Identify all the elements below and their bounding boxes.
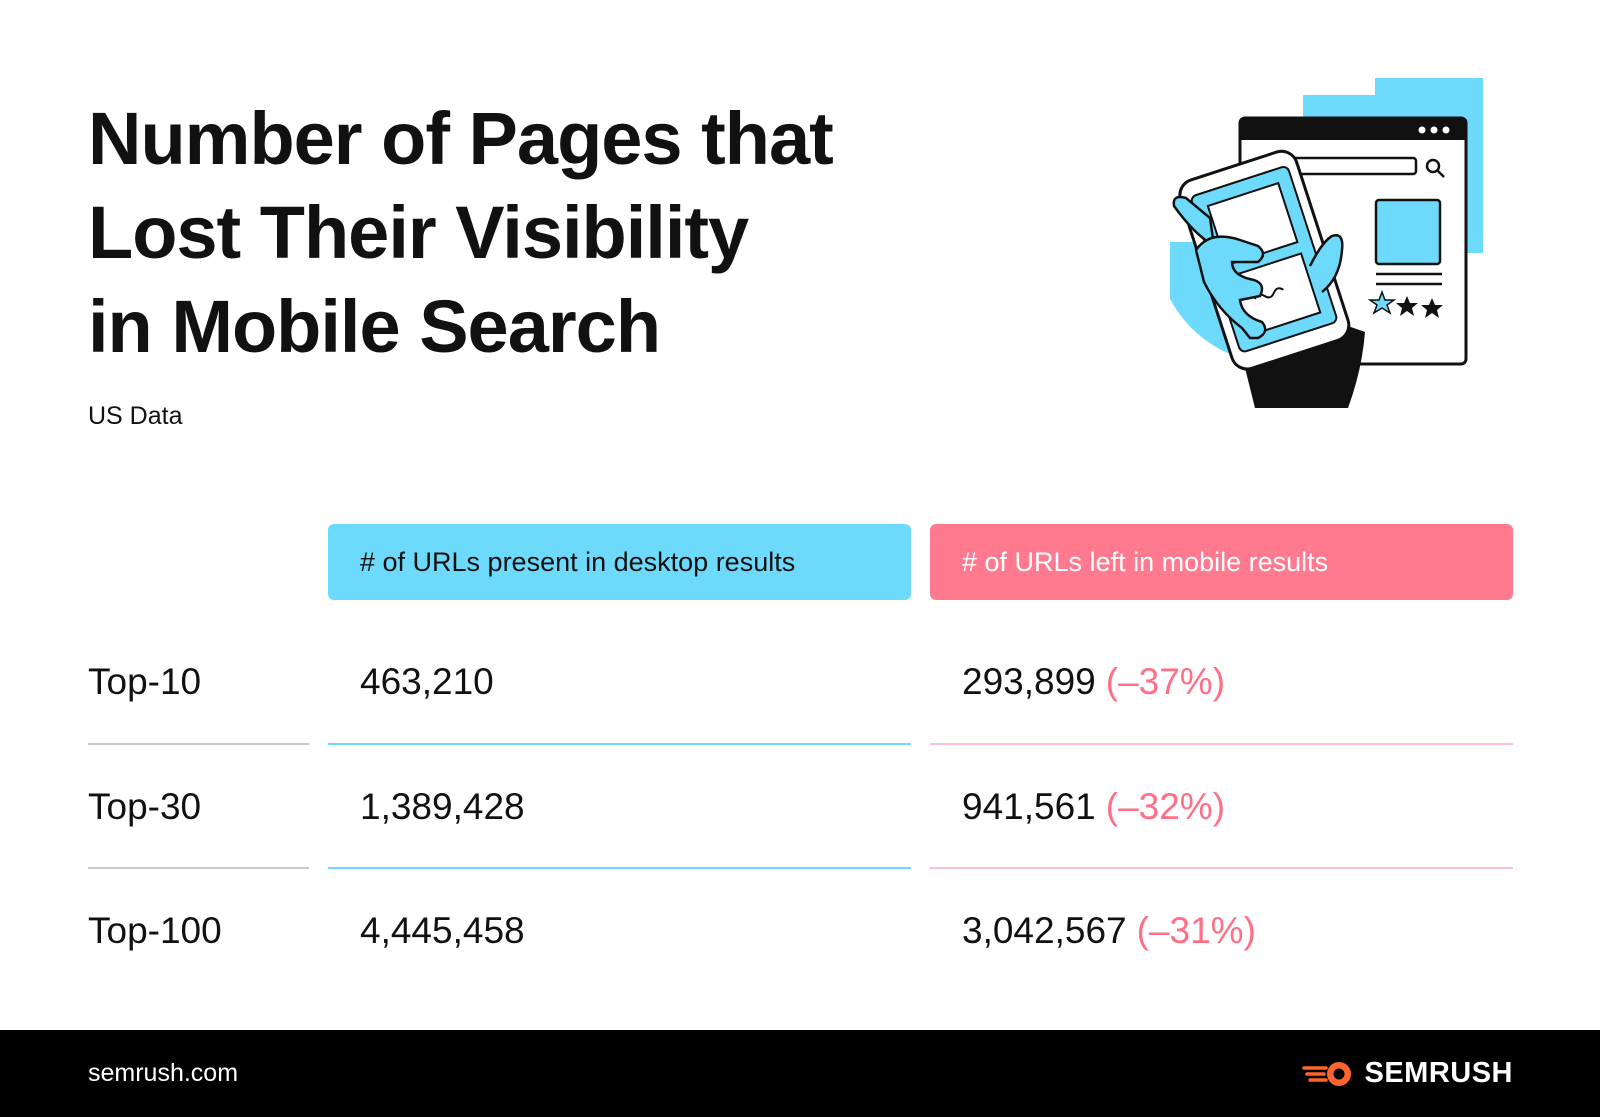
row-label: Top-100 — [88, 909, 222, 951]
row-divider — [328, 743, 911, 745]
desktop-count: 463,210 — [360, 660, 494, 702]
search-icon — [1425, 158, 1445, 178]
table-row: Top-10 463,210 293,899 (–37%) — [0, 620, 1600, 743]
hand-holding-phone-illustration — [1170, 78, 1483, 408]
star-icon — [1367, 289, 1443, 318]
row-divider — [930, 867, 1513, 869]
mobile-count-cell: 941,561 (–32%) — [962, 745, 1225, 868]
title-line: Number of Pages that — [88, 97, 834, 180]
mobile-results-column-header: # of URLs left in mobile results — [930, 524, 1513, 600]
row-label: Top-30 — [88, 785, 202, 827]
table-row: Top-30 1,389,428 941,561 (–32%) — [0, 745, 1600, 868]
title-line: in Mobile Search — [88, 285, 661, 368]
row-label: Top-10 — [88, 660, 202, 702]
desktop-results-column-header: # of URLs present in desktop results — [328, 524, 911, 600]
hand-holding-phone-icon — [1172, 149, 1365, 408]
desktop-count: 4,445,458 — [360, 909, 525, 951]
site-url: semrush.com — [88, 1059, 239, 1087]
title-line: Lost Their Visibility — [88, 191, 749, 274]
footer-bar: semrush.com SEMRUSH — [0, 1030, 1600, 1117]
desktop-count: 1,389,428 — [360, 785, 525, 827]
row-divider — [88, 743, 309, 745]
brand-logo: SEMRUSH — [1302, 1030, 1513, 1117]
table-row: Top-100 4,445,458 3,042,567 (–31%) — [0, 869, 1600, 992]
mobile-count-cell: 3,042,567 (–31%) — [962, 869, 1256, 992]
row-divider — [328, 867, 911, 869]
mobile-count: 293,899 — [962, 660, 1096, 702]
subtitle: US Data — [88, 402, 183, 430]
row-divider — [930, 743, 1513, 745]
percent-change: (–37%) — [1105, 660, 1226, 702]
mobile-count: 941,561 — [962, 785, 1096, 827]
percent-change: (–32%) — [1105, 785, 1226, 827]
brand-name: SEMRUSH — [1364, 1057, 1513, 1089]
mobile-count: 3,042,567 — [962, 909, 1127, 951]
semrush-fire-icon — [1302, 1061, 1352, 1086]
percent-change: (–31%) — [1136, 909, 1256, 951]
row-divider — [88, 867, 309, 869]
page-title: Number of Pages that Lost Their Visibili… — [88, 92, 988, 374]
mobile-count-cell: 293,899 (–37%) — [962, 620, 1225, 743]
